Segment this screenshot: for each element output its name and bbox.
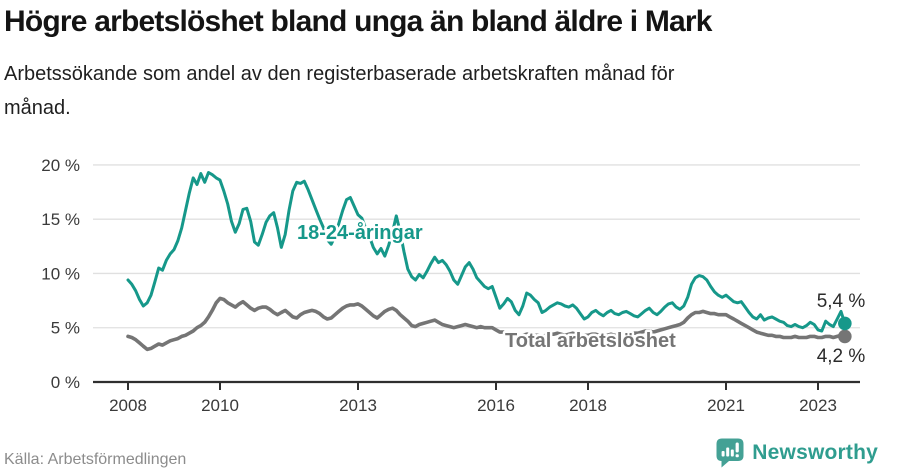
chart-title: Högre arbetslöshet bland unga än bland ä… [4,5,712,38]
y-axis-label: 0 % [51,373,80,392]
x-axis-label: 2021 [707,396,745,415]
series-line-18-24 [126,171,847,333]
series-label-18-24: 18-24-åringar [297,221,423,244]
newsworthy-logo: Newsworthy [716,438,878,468]
x-axis-label: 2010 [201,396,239,415]
series-line-total [126,296,847,352]
y-axis-label: 15 % [41,210,80,229]
x-axis-label: 2018 [569,396,607,415]
unemployment-line-chart: 0 % 5 % 10 % 15 % 20 % 2008 2010 2013 2016 2018 20… [41,156,867,415]
series-end-dot-18-24 [838,316,852,331]
x-axis-label: 2008 [109,396,147,415]
x-axis-label: 2016 [477,396,515,415]
x-axis-label: 2023 [799,396,837,415]
chart-subtitle: Arbetssökande som andel av den registerb… [4,63,675,119]
x-axis-label: 2013 [339,396,377,415]
newsworthy-wordmark: Newsworthy [752,441,878,464]
end-value-label-total: 4,2 % [817,346,866,367]
y-axis-label: 20 % [41,156,80,175]
series-end-dot-total [838,329,852,344]
y-axis-label: 5 % [51,319,80,338]
end-value-label-18-24: 5,4 % [817,291,866,312]
source-credit: Källa: Arbetsförmedlingen [4,451,187,468]
y-axis-label: 10 % [41,264,80,283]
newsworthy-speech-bubble-bars-exclamation-icon [716,438,744,468]
series-label-total: Total arbetslöshet [505,330,676,352]
